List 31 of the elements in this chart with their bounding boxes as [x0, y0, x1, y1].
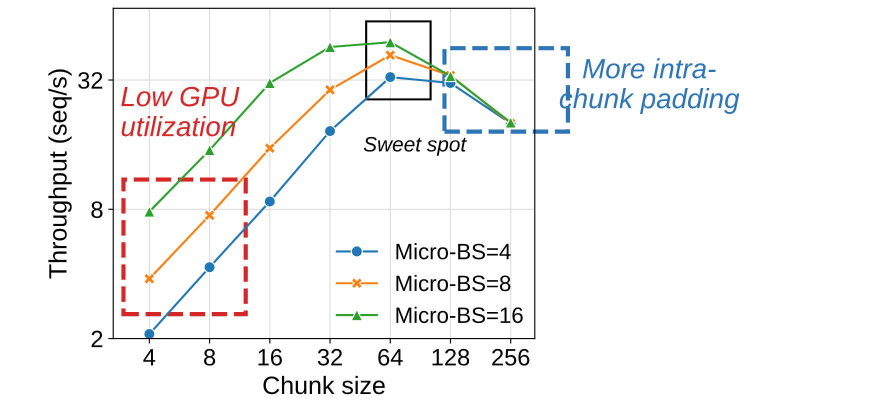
- x-tick-label: 32: [318, 348, 342, 366]
- y-tick-label: 2: [92, 330, 102, 348]
- x-tick-label: 8: [204, 348, 216, 366]
- x-tick-label: 128: [432, 348, 470, 366]
- point: [384, 36, 396, 48]
- point: [384, 71, 396, 84]
- x-tick-label: 16: [258, 348, 282, 366]
- y-axis-title: Throughput (seq/s): [48, 69, 72, 279]
- y-tick-label: 32: [78, 72, 102, 89]
- point: [203, 144, 216, 156]
- legend-label: Micro-BS=4: [396, 243, 511, 260]
- text: More intra- chunk padding: [560, 58, 740, 114]
- x-tick-label: 64: [378, 348, 403, 366]
- point: [264, 76, 276, 90]
- point: [203, 209, 216, 222]
- point: [324, 40, 336, 54]
- point: [324, 125, 336, 138]
- point: [264, 142, 276, 154]
- legend-label: Micro-BS=8: [396, 274, 510, 292]
- x-tick-label: 4: [143, 349, 156, 366]
- x-tick-label: 256: [492, 348, 530, 366]
- legend-label: Micro-BS=16: [396, 306, 523, 324]
- point: [203, 261, 216, 274]
- point: [143, 328, 156, 339]
- point: [143, 206, 156, 218]
- point: [143, 272, 156, 285]
- y-tick-label: 8: [91, 201, 102, 218]
- point: [264, 195, 276, 208]
- point: [324, 84, 336, 96]
- annotation: Sweet spot: [364, 136, 467, 156]
- x-axis-title: Chunk size: [263, 376, 385, 394]
